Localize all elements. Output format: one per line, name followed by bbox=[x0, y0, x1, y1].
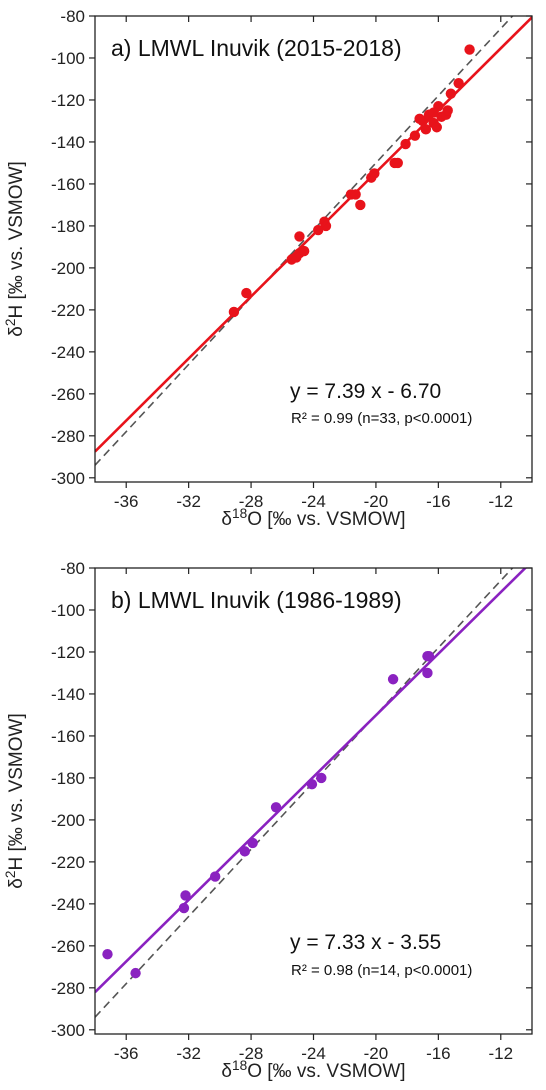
data-point bbox=[387, 674, 399, 685]
y-tick-label: -260 bbox=[51, 937, 85, 956]
regression-stats: R² = 0.98 (n=14, p<0.0001) bbox=[291, 962, 472, 979]
y-tick-label: -300 bbox=[51, 1021, 85, 1040]
y-tick-label: -200 bbox=[51, 811, 85, 830]
y-tick-label: -80 bbox=[60, 559, 85, 578]
y-tick-label: -300 bbox=[51, 469, 85, 488]
y-tick-label: -120 bbox=[51, 91, 85, 110]
x-tick-label: -36 bbox=[114, 1044, 139, 1063]
regression-equation: y = 7.39 x - 6.70 bbox=[290, 380, 441, 403]
panel-title: a) LMWL Inuvik (2015-2018) bbox=[111, 35, 402, 61]
y-tick-label: -140 bbox=[51, 685, 85, 704]
panel-title: b) LMWL Inuvik (1986-1989) bbox=[111, 587, 402, 613]
y-tick-label: -180 bbox=[51, 769, 85, 788]
x-tick-label: -28 bbox=[239, 1044, 264, 1063]
y-tick-label: -120 bbox=[51, 643, 85, 662]
y-tick-label: -80 bbox=[60, 7, 85, 26]
x-tick-label: -12 bbox=[488, 1044, 513, 1063]
regression-line bbox=[95, 16, 532, 453]
chart-panel-b: -80 -100 -120 -140 -160 -180 -200 -220 -240 -260 -… bbox=[3, 559, 533, 1083]
regression-line bbox=[95, 568, 528, 994]
x-tick-label: -36 bbox=[114, 492, 139, 511]
data-point bbox=[298, 245, 310, 257]
y-tick-label: -260 bbox=[51, 385, 85, 404]
y-tick-label: -220 bbox=[51, 853, 85, 872]
x-tick-label: -20 bbox=[364, 1044, 389, 1063]
y-tick-label: -280 bbox=[51, 979, 85, 998]
y-tick-label: -160 bbox=[51, 175, 85, 194]
data-point bbox=[442, 105, 453, 116]
reference-line bbox=[95, 568, 514, 1018]
y-tick-label: -280 bbox=[51, 427, 85, 446]
y-tick-label: -220 bbox=[51, 301, 85, 320]
x-tick-label: -16 bbox=[426, 492, 451, 511]
data-point bbox=[392, 157, 403, 169]
x-axis-title: δ18O [‰ vs. VSMOW] bbox=[221, 506, 405, 531]
data-point bbox=[350, 189, 361, 200]
y-tick-label: -240 bbox=[51, 895, 85, 914]
y-axis-title: δ2H [‰ vs. VSMOW] bbox=[3, 713, 28, 888]
x-axis-title: δ18O [‰ vs. VSMOW] bbox=[221, 1058, 405, 1083]
y-axis-title: δ2H [‰ vs. VSMOW] bbox=[3, 161, 28, 336]
reference-line bbox=[95, 16, 514, 466]
data-point bbox=[209, 871, 221, 882]
data-point bbox=[355, 199, 366, 211]
y-tick-label: -160 bbox=[51, 727, 85, 746]
x-tick-label: -32 bbox=[176, 492, 201, 511]
data-point bbox=[464, 44, 475, 55]
regression-equation: y = 7.33 x - 3.55 bbox=[290, 931, 441, 954]
x-tick-label: -32 bbox=[176, 1044, 201, 1063]
y-tick-label: -100 bbox=[51, 601, 85, 620]
data-point bbox=[316, 772, 327, 784]
x-tick-label: -16 bbox=[426, 1044, 451, 1063]
data-point bbox=[414, 113, 425, 125]
data-point bbox=[431, 122, 442, 133]
x-tick-label: -20 bbox=[364, 492, 389, 511]
x-tick-label: -24 bbox=[301, 1044, 326, 1063]
chart-panel-a: -80 -100 -120 -140 -160 -180 -200 -220 -240 -260 -… bbox=[3, 7, 533, 531]
x-tick-label: -24 bbox=[301, 492, 326, 511]
data-point bbox=[294, 231, 305, 242]
data-point bbox=[428, 107, 439, 118]
data-point bbox=[241, 287, 252, 299]
x-tick-label: -28 bbox=[239, 492, 264, 511]
data-point bbox=[130, 967, 141, 979]
y-tick-label: -140 bbox=[51, 133, 85, 152]
data-point bbox=[102, 949, 113, 960]
data-point bbox=[422, 667, 433, 679]
y-tick-label: -240 bbox=[51, 343, 85, 362]
regression-stats: R² = 0.99 (n=33, p<0.0001) bbox=[291, 410, 472, 427]
y-tick-label: -180 bbox=[51, 217, 85, 236]
y-tick-label: -100 bbox=[51, 49, 85, 68]
y-tick-label: -200 bbox=[51, 259, 85, 278]
data-point bbox=[409, 130, 421, 141]
data-point bbox=[180, 890, 191, 901]
x-tick-label: -12 bbox=[488, 492, 513, 511]
data-point bbox=[422, 650, 433, 662]
